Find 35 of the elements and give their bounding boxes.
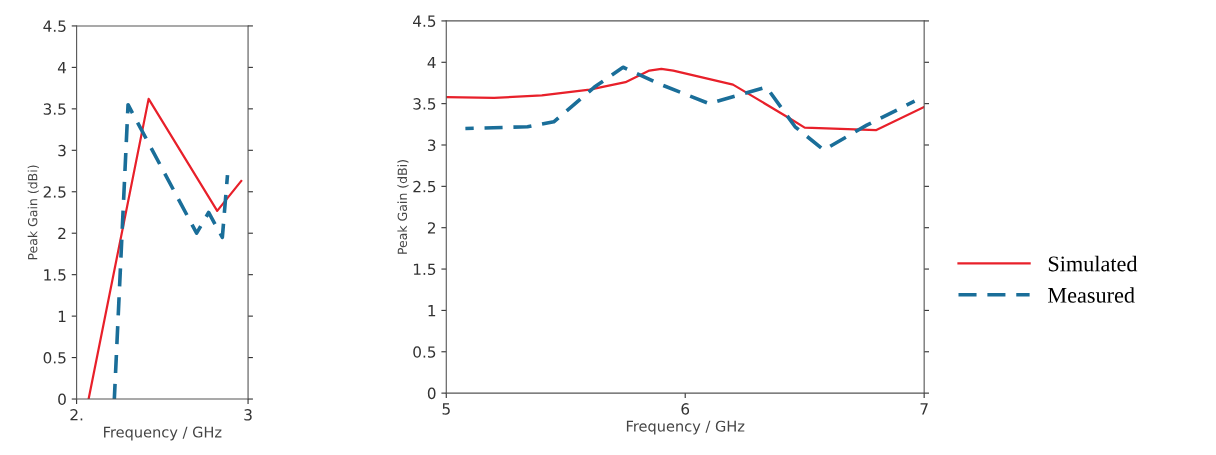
- y-axis-title: Peak Gain (dBi): [27, 165, 39, 260]
- y-tick-label: 0: [58, 393, 66, 406]
- y-tick-label: 2: [427, 222, 436, 234]
- y-tick-label: 3: [58, 144, 66, 157]
- line-series: [112, 102, 230, 400]
- line-series: [87, 97, 243, 400]
- x-axis-title: Frequency / GHz: [626, 420, 745, 435]
- x-tick-label: 5: [442, 403, 450, 415]
- y-tick-label: 4.5: [413, 15, 436, 27]
- x-tick-label: 2.: [70, 409, 83, 421]
- x-tick-label: 6: [681, 403, 690, 415]
- x-tick-label: 3: [244, 409, 252, 421]
- y-tick-label: 4.5: [43, 20, 66, 32]
- legend-label: Simulated: [1048, 255, 1138, 272]
- y-tick-label: 4: [57, 62, 67, 74]
- y-tick-label: 3.5: [413, 98, 436, 110]
- y-tick-label: 1: [428, 305, 436, 317]
- y-tick-label: 0: [427, 387, 436, 400]
- y-tick-label: 2: [58, 227, 66, 240]
- y-axis-title: Peak Gain (dBi): [397, 160, 409, 254]
- legend-label: Measured: [1048, 287, 1135, 303]
- y-tick-label: 4: [427, 56, 436, 69]
- y-tick-label: 2.5: [413, 180, 436, 193]
- y-tick-label: 3: [427, 139, 436, 152]
- x-axis-title: Frequency / GHz: [104, 426, 222, 441]
- y-tick-label: 1.5: [44, 269, 66, 281]
- y-tick-label: 1.5: [413, 263, 436, 276]
- y-tick-label: 2.5: [43, 186, 66, 198]
- line-series: [446, 67, 925, 132]
- x-tick-label: 7: [920, 403, 928, 415]
- y-tick-label: 3.5: [43, 103, 66, 115]
- y-tick-label: 1: [58, 310, 66, 322]
- y-tick-label: 0.5: [43, 352, 66, 364]
- y-tick-label: 0.5: [413, 346, 436, 358]
- line-series: [463, 65, 917, 152]
